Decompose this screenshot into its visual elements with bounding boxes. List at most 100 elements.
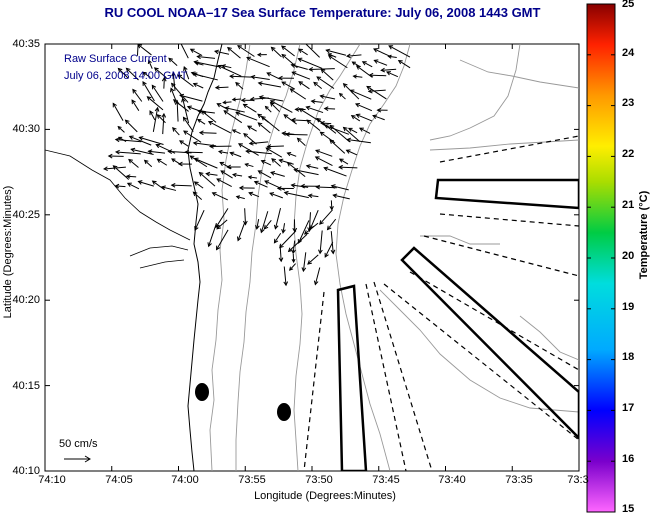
- current-vector-head: [346, 137, 352, 143]
- current-vector-head: [345, 53, 351, 59]
- current-vector: [270, 102, 280, 113]
- current-vector-head: [155, 143, 161, 149]
- current-vector-head: [325, 48, 331, 54]
- current-vector-head: [281, 81, 287, 86]
- current-vector: [373, 48, 390, 57]
- current-vector-head: [171, 158, 176, 163]
- current-vector-head: [220, 170, 226, 175]
- current-vector-head: [291, 249, 296, 255]
- colorbar-tick-label: 22: [622, 148, 635, 160]
- current-vector-head: [130, 147, 136, 153]
- y-tick-label: 40:35: [12, 38, 40, 50]
- current-vector: [232, 129, 241, 135]
- current-vector: [260, 211, 269, 233]
- current-vector-head: [342, 82, 348, 88]
- y-tick-label: 40:10: [12, 465, 40, 477]
- y-tick-label: 40:20: [12, 294, 40, 306]
- current-vector: [170, 88, 177, 100]
- current-vector-head: [300, 183, 305, 189]
- current-vector: [115, 151, 141, 155]
- current-vector-head: [386, 71, 392, 76]
- current-vector: [248, 192, 260, 198]
- current-vector-head: [264, 105, 269, 110]
- current-vector: [320, 68, 334, 81]
- current-vector: [246, 57, 270, 68]
- current-vector: [179, 140, 189, 147]
- current-vector-head: [329, 139, 335, 144]
- coastline: [187, 44, 223, 471]
- current-vector-head: [257, 170, 263, 175]
- current-vector: [359, 127, 371, 134]
- current-vector-head: [387, 54, 392, 59]
- current-vector-head: [216, 103, 222, 108]
- current-vector: [137, 44, 152, 56]
- current-vector: [297, 137, 306, 146]
- current-vector: [281, 81, 296, 90]
- current-vector: [323, 167, 347, 177]
- current-vector-head: [290, 117, 296, 123]
- current-vector-head: [257, 81, 263, 86]
- current-vector-head: [201, 110, 206, 115]
- current-vector-head: [351, 61, 356, 66]
- current-vector-head: [172, 126, 177, 132]
- current-vector: [315, 149, 333, 157]
- current-vector: [171, 184, 192, 187]
- current-vector-head: [366, 85, 372, 91]
- current-vector: [144, 160, 153, 168]
- current-vector-head: [219, 161, 225, 167]
- current-vector-head: [237, 45, 242, 50]
- y-tick-label: 40:15: [12, 380, 40, 392]
- current-vector: [243, 133, 257, 145]
- current-vector-head: [209, 144, 214, 149]
- current-vector-head: [229, 151, 235, 157]
- current-vector: [298, 81, 310, 90]
- current-vector-head: [205, 171, 211, 177]
- current-vector-head: [217, 64, 223, 70]
- current-vector: [215, 208, 229, 228]
- current-vector: [398, 60, 411, 69]
- current-vector-head: [278, 158, 284, 164]
- current-vector-head: [294, 107, 300, 112]
- current-vector-head: [194, 226, 199, 232]
- current-vector: [177, 74, 194, 87]
- current-vector: [287, 152, 297, 157]
- current-vector-head: [151, 180, 157, 185]
- current-vector-head: [128, 135, 134, 140]
- current-vector-head: [298, 108, 304, 113]
- current-vector: [286, 133, 308, 136]
- y-tick-label: 40:30: [12, 123, 40, 135]
- current-vector: [193, 73, 218, 81]
- current-vector-head: [183, 65, 188, 71]
- current-vector-head: [307, 193, 313, 199]
- x-tick-label: 73:3: [567, 474, 589, 486]
- current-vector: [171, 158, 180, 165]
- current-vector-head: [197, 109, 203, 114]
- current-vector-head: [243, 132, 248, 138]
- colorbar-tick-label: 23: [622, 97, 635, 109]
- dashed-sector-lines: [303, 135, 579, 471]
- current-vector-head: [192, 191, 198, 197]
- current-vector: [269, 192, 283, 199]
- current-vector: [261, 160, 272, 166]
- current-vector-head: [223, 110, 229, 115]
- current-vector-head: [143, 159, 149, 165]
- current-vector: [126, 175, 137, 178]
- current-vector: [216, 229, 229, 250]
- current-vector: [176, 101, 179, 122]
- current-vector-head: [290, 183, 296, 188]
- current-vector: [129, 135, 152, 146]
- current-vector-head: [320, 68, 326, 74]
- current-vector: [292, 240, 296, 254]
- current-vector: [351, 115, 361, 122]
- current-vector-head: [257, 113, 263, 119]
- current-vector-head: [103, 166, 108, 172]
- current-vector-head: [238, 185, 244, 191]
- current-vector: [132, 89, 143, 102]
- current-vector-head: [293, 168, 299, 173]
- current-vector-head: [319, 220, 324, 225]
- current-vector: [138, 181, 154, 187]
- current-vector: [271, 47, 282, 58]
- current-vector: [208, 223, 217, 247]
- current-vector-head: [355, 65, 361, 70]
